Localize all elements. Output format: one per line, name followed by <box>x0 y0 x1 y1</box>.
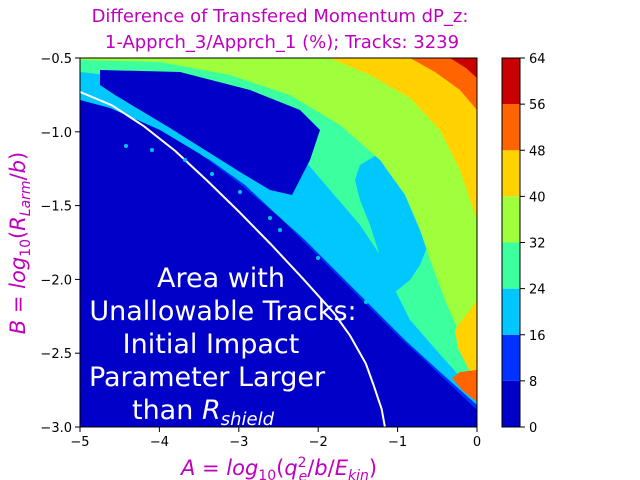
colorbar-tick-label: 40 <box>529 190 546 205</box>
colorbar-segment <box>502 242 520 289</box>
colorbar-segment <box>502 380 520 427</box>
speckle-point <box>268 216 272 220</box>
contour-band-48-56 <box>410 58 477 402</box>
colorbar-segment <box>502 288 520 335</box>
x-tick-label: 0 <box>473 435 481 450</box>
speckle-point <box>183 158 187 162</box>
x-axis-label: A = log10(q2 e/b/Ekin) <box>179 455 377 480</box>
contour-band-32-40 <box>80 58 477 370</box>
x-axis-ticks: −5 −4 −3 −2 −1 0 <box>70 427 481 450</box>
title-line-1: Difference of Transfered Momentum dP_z: <box>92 6 469 27</box>
x-tick-label: −3 <box>229 435 248 450</box>
colorbar-tick-label: 16 <box>529 329 546 344</box>
x-tick-label: −2 <box>309 435 328 450</box>
annotation: Area with Unallowable Tracks: Initial Im… <box>89 263 357 430</box>
y-tick-label: −3.0 <box>40 421 72 436</box>
x-tick-label: −1 <box>388 435 407 450</box>
boundary-speckles <box>124 144 368 304</box>
annotation-line-3: Initial Impact <box>123 329 300 360</box>
colorbar-segment <box>502 150 520 197</box>
annotation-line-1: Area with <box>157 263 285 294</box>
annotation-line-2: Unallowable Tracks: <box>89 296 356 327</box>
colorbar-segment <box>502 196 520 243</box>
speckle-point <box>316 256 320 260</box>
y-axis-ticks: −3.0 −2.5 −2.0 −1.5 −1.0 −0.5 <box>40 52 80 436</box>
colorbar-tick-label: 32 <box>529 237 546 252</box>
colorbar-tick-label: 8 <box>529 375 537 390</box>
colorbar-tick-label: 48 <box>529 144 546 159</box>
y-tick-label: −0.5 <box>40 52 72 67</box>
speckle-point <box>238 190 242 194</box>
speckle-point <box>210 172 214 176</box>
x-tick-label: −4 <box>150 435 169 450</box>
speckle-point <box>364 300 368 304</box>
speckle-point <box>278 228 282 232</box>
colorbar-segment <box>502 104 520 151</box>
y-tick-label: −1.0 <box>40 126 72 141</box>
speckle-point <box>150 148 154 152</box>
colorbar-segment <box>502 334 520 381</box>
y-axis-label: B = log10(RLarm/b) <box>6 152 34 334</box>
boundary-curve <box>80 90 386 427</box>
colorbar-tick-label: 24 <box>529 283 546 298</box>
colorbar-tick-label: 0 <box>529 421 537 436</box>
dark-blue-inner-region <box>100 70 320 195</box>
speckle-point <box>124 144 128 148</box>
x-tick-label: −5 <box>70 435 89 450</box>
colorbar: 0 8 16 24 32 40 48 56 64 <box>501 52 546 436</box>
y-tick-label: −2.5 <box>40 347 72 362</box>
axes-frame <box>79 57 478 428</box>
y-tick-label: −1.5 <box>40 200 72 215</box>
contour-band-56-64 <box>450 58 477 78</box>
colorbar-segment <box>502 58 520 105</box>
plot-area <box>80 58 477 427</box>
colorbar-tick-label: 64 <box>529 52 546 67</box>
annotation-line-5: than Rshield <box>132 395 275 430</box>
title-line-2: 1-Apprch_3/Apprch_1 (%); Tracks: 3239 <box>105 32 459 53</box>
y-tick-label: −2.0 <box>40 273 72 288</box>
lower-unallowable-region <box>80 100 477 427</box>
annotation-line-4: Parameter Larger <box>89 362 326 393</box>
colorbar-tick-label: 56 <box>529 98 546 113</box>
